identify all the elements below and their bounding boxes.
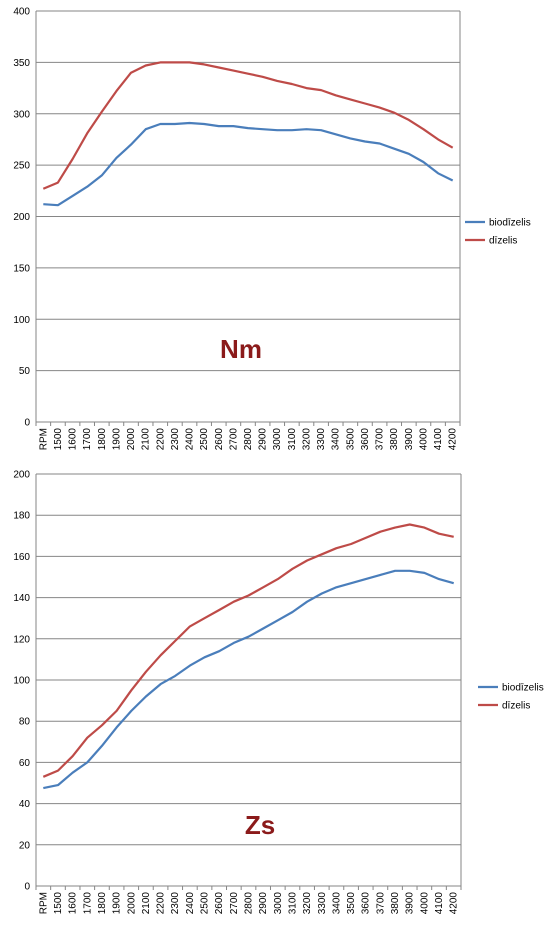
x-tick-label: 2500 — [200, 892, 211, 915]
y-tick-label: 100 — [13, 676, 30, 687]
y-tick-label: 140 — [13, 593, 30, 604]
x-tick-label: 2100 — [141, 892, 152, 915]
x-tick-label: 1700 — [82, 428, 93, 451]
chart-annotation-label: Zs — [245, 810, 275, 840]
x-tick-label: 3600 — [360, 428, 371, 451]
x-tick-label: 2300 — [170, 428, 181, 451]
x-tick-label: 2400 — [185, 428, 196, 451]
power-chart: 0 20 40 60 80 100 120 140 160 180 200 RPM 1500 1600 17… — [13, 470, 544, 915]
x-tick-label: 1700 — [82, 892, 93, 915]
series-line-biodizelis — [43, 121, 454, 207]
chart-annotation-label: Nm — [220, 334, 262, 364]
x-tick-label: 3000 — [272, 428, 283, 451]
x-tick-label: 1600 — [68, 892, 79, 915]
x-tick-label: 3200 — [302, 892, 313, 915]
x-tick-label: 1900 — [112, 892, 123, 915]
x-tick-label: 4000 — [418, 428, 429, 451]
x-tick-label: 3300 — [316, 428, 327, 451]
x-tick-label: 2900 — [258, 892, 269, 915]
x-tick-label: 3000 — [273, 892, 284, 915]
x-tick-label: 3600 — [361, 892, 372, 915]
x-tick-label: 2200 — [155, 428, 166, 451]
x-tick-label: RPM — [38, 428, 49, 450]
x-tick-label: 1500 — [53, 428, 64, 451]
series-line-dizelis — [42, 61, 454, 190]
x-tick-label: 2800 — [243, 428, 254, 451]
x-tick-label: 1800 — [97, 892, 108, 915]
y-tick-label: 350 — [13, 58, 30, 69]
y-tick-label: 200 — [13, 212, 30, 223]
x-tick-label: 2800 — [244, 892, 255, 915]
x-tick-label: RPM — [38, 892, 49, 914]
x-tick-label: 2100 — [141, 428, 152, 451]
legend-label-dizelis: dīzelis — [489, 236, 517, 247]
y-tick-label: 180 — [13, 511, 30, 522]
x-tick-label: 1500 — [53, 892, 64, 915]
x-tick-label: 2700 — [229, 892, 240, 915]
x-tick-label: 1800 — [97, 428, 108, 451]
y-tick-label: 120 — [13, 634, 30, 645]
x-tick-label: 4200 — [448, 428, 459, 451]
y-tick-label: 200 — [13, 470, 30, 481]
series-line-dizelis — [42, 523, 454, 778]
x-tick-label: 4200 — [449, 892, 460, 915]
legend-label-dizelis: dīzelis — [502, 701, 530, 712]
x-tick-label: 3700 — [375, 428, 386, 451]
y-tick-label: 400 — [13, 7, 30, 18]
y-tick-label: 300 — [13, 109, 30, 120]
x-tick-label: 3400 — [331, 892, 342, 915]
x-tick-label: 3300 — [317, 892, 328, 915]
x-tick-label: 1900 — [111, 428, 122, 451]
y-tick-label: 80 — [19, 717, 31, 728]
y-tick-label: 20 — [19, 840, 31, 851]
y-tick-label: 250 — [13, 161, 30, 172]
x-tick-label: 2700 — [228, 428, 239, 451]
x-tick-label: 3800 — [390, 892, 401, 915]
x-tick-label: 4100 — [433, 428, 444, 451]
series-line-biodizelis — [43, 569, 454, 790]
x-tick-label: 3800 — [389, 428, 400, 451]
x-tick-label: 2600 — [214, 892, 225, 915]
x-tick-label: 4100 — [434, 892, 445, 915]
x-tick-label: 2000 — [126, 892, 137, 915]
x-tick-label: 3900 — [405, 892, 416, 915]
y-tick-label: 150 — [13, 263, 30, 274]
torque-chart: 0 50 100 150 200 250 300 350 400 RPM 1500 1600 1700 1… — [13, 7, 531, 451]
y-tick-label: 0 — [24, 418, 30, 429]
x-tick-label: 3200 — [301, 428, 312, 451]
y-tick-label: 100 — [13, 315, 30, 326]
x-tick-label: 3900 — [404, 428, 415, 451]
y-tick-label: 160 — [13, 552, 30, 563]
x-tick-label: 2300 — [170, 892, 181, 915]
y-tick-label: 0 — [24, 882, 30, 893]
legend-label-biodizelis: biodīzelis — [502, 683, 544, 694]
x-tick-label: 2900 — [258, 428, 269, 451]
y-tick-label: 40 — [19, 799, 31, 810]
x-tick-label: 3400 — [331, 428, 342, 451]
y-tick-label: 50 — [19, 366, 31, 377]
x-tick-label: 2400 — [185, 892, 196, 915]
x-tick-label: 3100 — [287, 892, 298, 915]
x-tick-label: 2200 — [156, 892, 167, 915]
x-tick-label: 3700 — [375, 892, 386, 915]
x-tick-label: 1600 — [68, 428, 79, 451]
legend-label-biodizelis: biodīzelis — [489, 218, 531, 229]
x-tick-label: 4000 — [419, 892, 430, 915]
x-tick-label: 2500 — [199, 428, 210, 451]
x-tick-label: 3100 — [287, 428, 298, 451]
x-tick-label: 3500 — [346, 892, 357, 915]
x-tick-label: 2000 — [126, 428, 137, 451]
x-tick-label: 2600 — [214, 428, 225, 451]
y-tick-label: 60 — [19, 758, 31, 769]
x-tick-label: 3500 — [345, 428, 356, 451]
